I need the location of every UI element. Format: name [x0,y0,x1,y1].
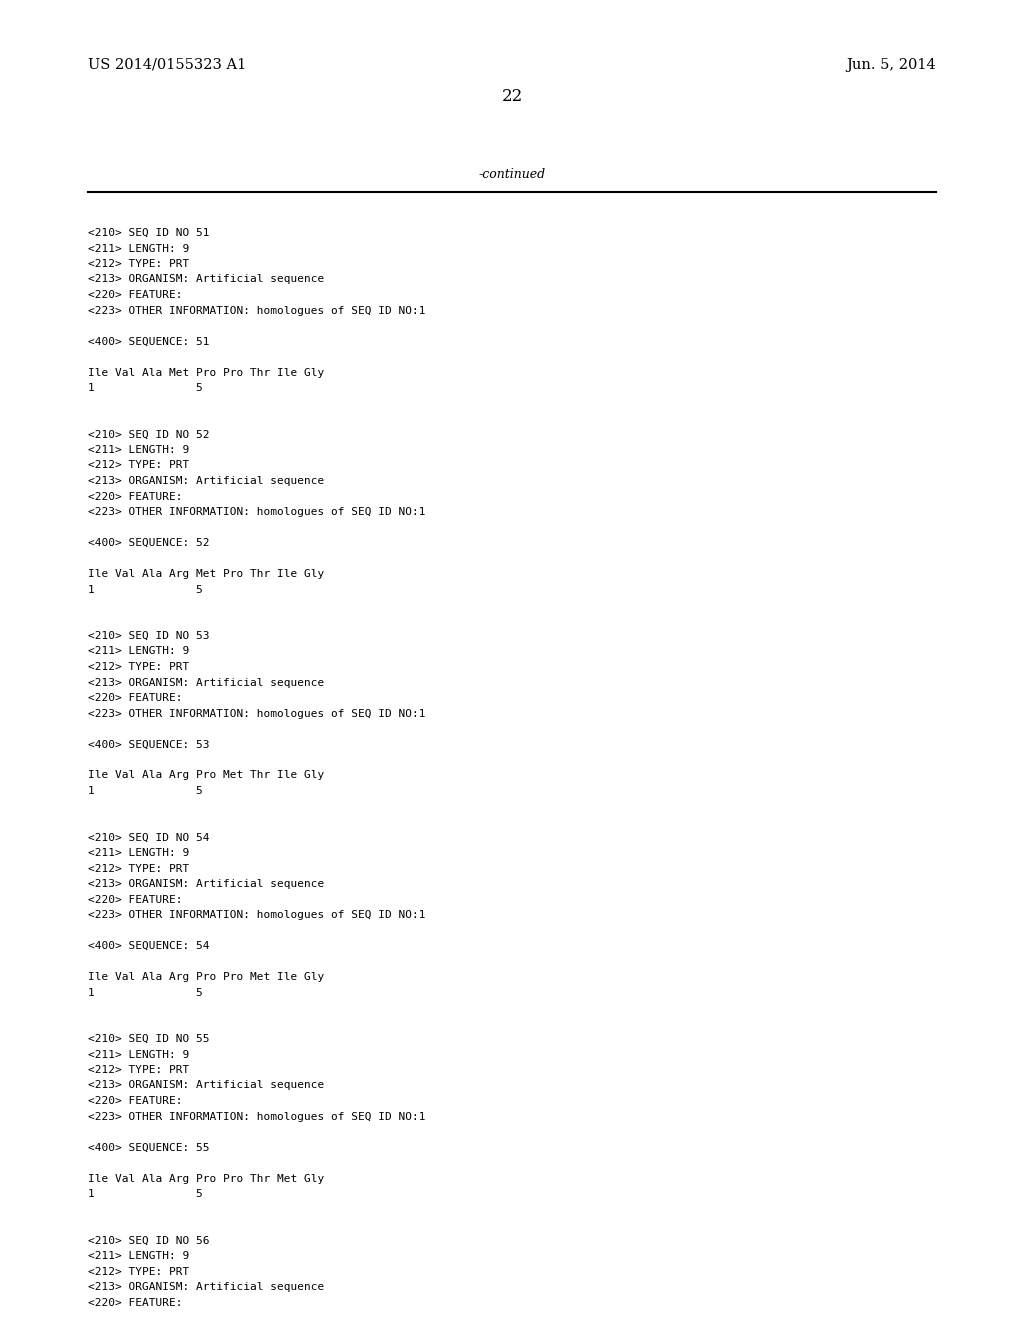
Text: <210> SEQ ID NO 52: <210> SEQ ID NO 52 [88,429,210,440]
Text: <212> TYPE: PRT: <212> TYPE: PRT [88,1266,189,1276]
Text: <223> OTHER INFORMATION: homologues of SEQ ID NO:1: <223> OTHER INFORMATION: homologues of S… [88,709,426,718]
Text: Ile Val Ala Arg Met Pro Thr Ile Gly: Ile Val Ala Arg Met Pro Thr Ile Gly [88,569,325,579]
Text: 1               5: 1 5 [88,383,203,393]
Text: <211> LENGTH: 9: <211> LENGTH: 9 [88,647,189,656]
Text: <220> FEATURE:: <220> FEATURE: [88,290,182,300]
Text: <213> ORGANISM: Artificial sequence: <213> ORGANISM: Artificial sequence [88,677,325,688]
Text: 1               5: 1 5 [88,785,203,796]
Text: <220> FEATURE:: <220> FEATURE: [88,1298,182,1308]
Text: <212> TYPE: PRT: <212> TYPE: PRT [88,663,189,672]
Text: <212> TYPE: PRT: <212> TYPE: PRT [88,461,189,470]
Text: 1               5: 1 5 [88,1189,203,1199]
Text: <210> SEQ ID NO 53: <210> SEQ ID NO 53 [88,631,210,642]
Text: <220> FEATURE:: <220> FEATURE: [88,1096,182,1106]
Text: <210> SEQ ID NO 51: <210> SEQ ID NO 51 [88,228,210,238]
Text: <213> ORGANISM: Artificial sequence: <213> ORGANISM: Artificial sequence [88,879,325,888]
Text: <400> SEQUENCE: 55: <400> SEQUENCE: 55 [88,1143,210,1152]
Text: 1               5: 1 5 [88,987,203,998]
Text: <211> LENGTH: 9: <211> LENGTH: 9 [88,847,189,858]
Text: <212> TYPE: PRT: <212> TYPE: PRT [88,863,189,874]
Text: Ile Val Ala Arg Pro Met Thr Ile Gly: Ile Val Ala Arg Pro Met Thr Ile Gly [88,771,325,780]
Text: <400> SEQUENCE: 51: <400> SEQUENCE: 51 [88,337,210,346]
Text: US 2014/0155323 A1: US 2014/0155323 A1 [88,58,246,73]
Text: Ile Val Ala Arg Pro Pro Thr Met Gly: Ile Val Ala Arg Pro Pro Thr Met Gly [88,1173,325,1184]
Text: Jun. 5, 2014: Jun. 5, 2014 [846,58,936,73]
Text: <211> LENGTH: 9: <211> LENGTH: 9 [88,445,189,455]
Text: <223> OTHER INFORMATION: homologues of SEQ ID NO:1: <223> OTHER INFORMATION: homologues of S… [88,1111,426,1122]
Text: <210> SEQ ID NO 55: <210> SEQ ID NO 55 [88,1034,210,1044]
Text: <212> TYPE: PRT: <212> TYPE: PRT [88,1065,189,1074]
Text: <400> SEQUENCE: 52: <400> SEQUENCE: 52 [88,539,210,548]
Text: <211> LENGTH: 9: <211> LENGTH: 9 [88,243,189,253]
Text: <220> FEATURE:: <220> FEATURE: [88,491,182,502]
Text: Ile Val Ala Arg Pro Pro Met Ile Gly: Ile Val Ala Arg Pro Pro Met Ile Gly [88,972,325,982]
Text: Ile Val Ala Met Pro Pro Thr Ile Gly: Ile Val Ala Met Pro Pro Thr Ile Gly [88,367,325,378]
Text: <220> FEATURE:: <220> FEATURE: [88,693,182,704]
Text: -continued: -continued [478,168,546,181]
Text: <212> TYPE: PRT: <212> TYPE: PRT [88,259,189,269]
Text: <400> SEQUENCE: 53: <400> SEQUENCE: 53 [88,739,210,750]
Text: <210> SEQ ID NO 54: <210> SEQ ID NO 54 [88,833,210,842]
Text: <211> LENGTH: 9: <211> LENGTH: 9 [88,1049,189,1060]
Text: <213> ORGANISM: Artificial sequence: <213> ORGANISM: Artificial sequence [88,1282,325,1292]
Text: <211> LENGTH: 9: <211> LENGTH: 9 [88,1251,189,1261]
Text: <213> ORGANISM: Artificial sequence: <213> ORGANISM: Artificial sequence [88,1081,325,1090]
Text: <220> FEATURE:: <220> FEATURE: [88,895,182,904]
Text: <223> OTHER INFORMATION: homologues of SEQ ID NO:1: <223> OTHER INFORMATION: homologues of S… [88,305,426,315]
Text: <223> OTHER INFORMATION: homologues of SEQ ID NO:1: <223> OTHER INFORMATION: homologues of S… [88,507,426,517]
Text: 1               5: 1 5 [88,585,203,594]
Text: <400> SEQUENCE: 54: <400> SEQUENCE: 54 [88,941,210,950]
Text: <210> SEQ ID NO 56: <210> SEQ ID NO 56 [88,1236,210,1246]
Text: <223> OTHER INFORMATION: homologues of SEQ ID NO:1: <223> OTHER INFORMATION: homologues of S… [88,909,426,920]
Text: <213> ORGANISM: Artificial sequence: <213> ORGANISM: Artificial sequence [88,477,325,486]
Text: <213> ORGANISM: Artificial sequence: <213> ORGANISM: Artificial sequence [88,275,325,285]
Text: 22: 22 [502,88,522,106]
